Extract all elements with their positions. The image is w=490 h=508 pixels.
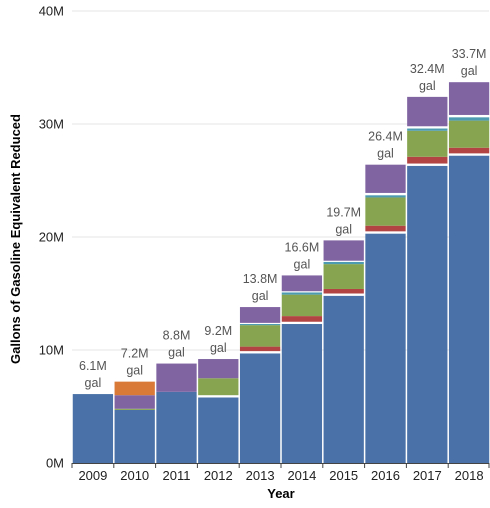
bar-segment-2015-s4: [323, 261, 364, 265]
x-tick-label: 2014: [287, 468, 316, 483]
bar-segment-2013-s4: [239, 324, 281, 326]
bar-segment-2010-s3: [114, 408, 155, 410]
bar-segment-2014-s5: [281, 291, 323, 293]
x-tick-label: 2012: [204, 468, 233, 483]
bar-segment-2017-s4: [407, 128, 448, 131]
x-tick-label: 2010: [120, 468, 149, 483]
bar-segment-2014-s0: [281, 324, 323, 463]
bar-segment-2012-s0: [198, 397, 239, 463]
bar-segment-2010-s7: [114, 381, 155, 396]
bar-segment-2015-s5: [323, 260, 364, 262]
bar-segment-2013-s3: [239, 325, 281, 347]
data-label-2010: 7.2M: [121, 347, 149, 361]
bar-segment-2017-s1: [407, 163, 448, 166]
data-label-2011: 8.8M: [163, 329, 191, 343]
x-axis-title: Year: [267, 486, 294, 501]
bar-segment-2016-s3: [365, 197, 406, 226]
bar-segment-2017-s0: [407, 165, 448, 463]
data-label-2011: gal: [168, 346, 185, 360]
bar-segment-2018-s0: [448, 155, 490, 463]
data-label-2016: gal: [377, 147, 394, 161]
bar-segment-2012-s3: [198, 378, 239, 396]
bar-segment-2013-s0: [239, 353, 281, 463]
x-tick-label: 2018: [455, 468, 484, 483]
y-tick-label: 0M: [46, 456, 64, 471]
data-label-2010: gal: [126, 364, 143, 378]
bar-segment-2009-s0: [72, 394, 114, 463]
bar-segment-2010-s0: [114, 409, 155, 463]
data-label-2017: gal: [419, 79, 436, 93]
data-label-2018: gal: [461, 64, 478, 78]
bar-segment-2013-s1: [239, 351, 281, 354]
y-tick-label: 10M: [39, 343, 64, 358]
bar-segment-2014-s4: [281, 292, 323, 295]
x-tick-label: 2011: [163, 468, 191, 483]
bar-segment-2018-s4: [448, 117, 490, 121]
bar-segment-2014-s1: [281, 321, 323, 325]
y-tick-label: 40M: [39, 4, 64, 19]
bar-segment-2012-s6: [198, 359, 239, 379]
data-label-2018: 33.7M: [452, 47, 487, 61]
bar-segment-2013-s6: [239, 307, 281, 323]
bar-segment-2016-s4: [365, 195, 406, 198]
y-axis-ticks: 0M 10M 20M 30M 40M: [39, 4, 64, 471]
bar-segment-2016-s6: [365, 164, 406, 193]
bar-segment-2015-s3: [323, 264, 364, 289]
bar-segment-2016-s0: [365, 233, 406, 463]
y-tick-label: 20M: [39, 230, 64, 245]
data-label-2014: 16.6M: [285, 240, 320, 254]
x-axis: 2009 2010 2011 2012 2013 2014 2015 2016 2017 2018: [71, 463, 490, 483]
data-label-2014: gal: [294, 257, 311, 271]
bar-segment-2017-s2: [407, 156, 448, 164]
data-label-2015: gal: [335, 222, 352, 236]
bar-segment-2014-s3: [281, 294, 323, 317]
bar-segment-2016-s5: [365, 192, 406, 196]
bar-segment-2016-s1: [365, 231, 406, 234]
bar-segment-2015-s6: [323, 240, 364, 261]
data-label-2017: 32.4M: [410, 62, 445, 76]
bar-segment-2015-s1: [323, 293, 364, 296]
bar-segment-2018-s6: [448, 82, 490, 115]
bar-segment-2018-s2: [448, 147, 490, 154]
bar-segment-2015-s0: [323, 295, 364, 463]
data-label-2015: 19.7M: [326, 205, 361, 219]
bar-segment-2013-s5: [239, 322, 281, 325]
bar-segment-2018-s1: [448, 153, 490, 156]
bar-segment-2017-s3: [407, 130, 448, 157]
x-tick-label: 2017: [413, 468, 442, 483]
bar-segment-2011-s0: [156, 391, 197, 463]
data-label-2012: 9.2M: [204, 324, 232, 338]
bar-segment-2014-s2: [281, 316, 323, 322]
bar-segment-2013-s2: [239, 346, 281, 352]
data-label-2016: 26.4M: [368, 130, 403, 144]
y-tick-label: 30M: [39, 117, 64, 132]
x-tick-label: 2013: [246, 468, 275, 483]
y-axis-title: Gallons of Gasoline Equivalent Reduced: [8, 114, 23, 364]
bar-segment-2015-s2: [323, 288, 364, 294]
bar-segment-2016-s2: [365, 225, 406, 232]
bar-segment-2014-s6: [281, 275, 323, 292]
x-tick-label: 2009: [78, 468, 107, 483]
bar-segment-2017-s5: [407, 126, 448, 129]
x-tick-label: 2015: [329, 468, 358, 483]
bar-segment-2012-s1: [198, 395, 239, 398]
data-label-2013: gal: [252, 289, 269, 303]
data-label-2009: gal: [85, 376, 102, 390]
data-label-2012: gal: [210, 341, 227, 355]
data-label-2013: 13.8M: [243, 272, 278, 286]
data-label-2009: 6.1M: [79, 359, 107, 373]
bars: [72, 82, 490, 463]
bar-segment-2010-s6: [114, 395, 155, 409]
bar-segment-2011-s6: [156, 363, 197, 392]
x-tick-label: 2016: [371, 468, 400, 483]
data-labels: 6.1M gal 7.2M gal 8.8M gal 9.2M gal 13.8M gal 16.6…: [79, 47, 486, 390]
bar-segment-2017-s6: [407, 96, 448, 127]
bar-segment-2018-s3: [448, 120, 490, 148]
bar-segment-2018-s5: [448, 114, 490, 118]
